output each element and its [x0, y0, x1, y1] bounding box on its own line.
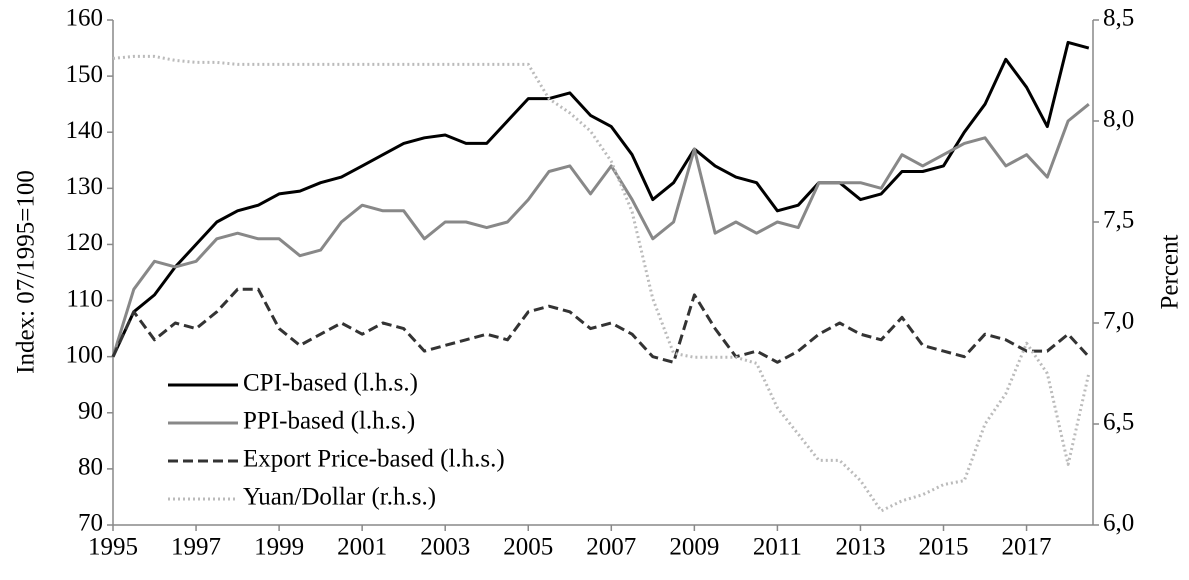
- x-tick-label: 2007: [586, 534, 636, 561]
- y-tick-label: 110: [66, 285, 103, 312]
- y-axis-label: Index: 07/1995=100: [13, 170, 40, 374]
- legend-label: PPI-based (l.h.s.): [243, 408, 415, 435]
- x-tick-label: 2005: [503, 534, 553, 561]
- y-tick-label: 130: [66, 173, 104, 200]
- series-line: [112, 54, 1091, 513]
- y2-tick-label: 7,5: [1103, 207, 1134, 234]
- series-line: [111, 287, 1090, 364]
- series-line: [111, 40, 1090, 358]
- x-tick-label: 2015: [919, 534, 969, 561]
- x-tick-label: 2001: [337, 534, 387, 561]
- y-tick-label: 90: [78, 398, 103, 425]
- legend-label: Export Price-based (l.h.s.): [243, 446, 505, 473]
- y2-tick-label: 8,5: [1103, 5, 1134, 32]
- y-tick-label: 140: [66, 117, 104, 144]
- y2-tick-label: 6,5: [1103, 409, 1134, 436]
- y2-tick-label: 8,0: [1103, 106, 1134, 133]
- legend-label: CPI-based (l.h.s.): [243, 370, 418, 397]
- x-tick-label: 2011: [753, 534, 802, 561]
- x-tick-label: 2003: [420, 534, 470, 561]
- x-tick-label: 1999: [254, 534, 304, 561]
- x-tick-label: 1995: [88, 534, 138, 561]
- y-tick-label: 70: [78, 510, 103, 537]
- y-tick-label: 80: [78, 454, 103, 481]
- x-tick-label: 2013: [835, 534, 885, 561]
- x-tick-label: 1997: [171, 534, 221, 561]
- y-tick-label: 120: [66, 229, 104, 256]
- y2-tick-label: 6,0: [1103, 510, 1134, 537]
- y-tick-label: 100: [66, 341, 104, 368]
- legend-label: Yuan/Dollar (r.h.s.): [243, 484, 436, 511]
- y2-tick-label: 7,0: [1103, 308, 1134, 335]
- x-tick-label: 2009: [669, 534, 719, 561]
- y2-axis-label: Percent: [1157, 234, 1184, 309]
- y-tick-label: 160: [66, 5, 104, 32]
- series-line: [111, 103, 1090, 358]
- x-tick-label: 2017: [1002, 534, 1052, 561]
- y-tick-label: 150: [66, 61, 104, 88]
